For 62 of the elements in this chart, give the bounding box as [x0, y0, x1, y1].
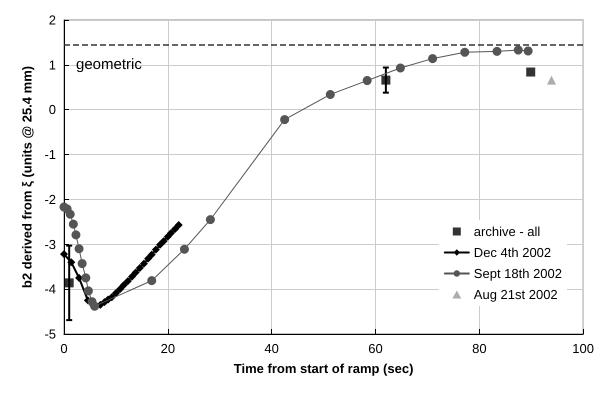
- y-tick-label: -4: [44, 282, 56, 297]
- point: [64, 278, 74, 288]
- point: [546, 76, 556, 85]
- point: [60, 250, 68, 258]
- point: [174, 220, 183, 229]
- point: [136, 264, 144, 272]
- point: [67, 258, 76, 266]
- point: [526, 68, 536, 77]
- point: [514, 46, 523, 55]
- ref-line-label: geometric: [76, 56, 142, 74]
- point: [171, 225, 180, 234]
- point: [144, 254, 152, 263]
- point: [524, 46, 533, 56]
- point: [180, 244, 189, 254]
- legend-label: Dec 4th 2002: [474, 245, 552, 260]
- y-tick-label: -1: [44, 147, 56, 162]
- point: [116, 285, 124, 294]
- point: [68, 220, 78, 229]
- point: [84, 286, 93, 296]
- point: [160, 237, 168, 246]
- x-tick-label: 60: [368, 341, 383, 356]
- y-tick-label: -3: [44, 236, 56, 252]
- point: [396, 64, 405, 72]
- point: [71, 230, 80, 240]
- x-tick-label: 40: [264, 341, 279, 356]
- point: [362, 76, 372, 86]
- y-tick-label: -2: [44, 192, 56, 207]
- point: [156, 240, 164, 249]
- point: [148, 250, 156, 259]
- point: [492, 46, 502, 56]
- y-tick-label: 1: [48, 57, 56, 72]
- point: [381, 76, 390, 85]
- point: [112, 289, 120, 298]
- point: [78, 259, 87, 268]
- x-axis-title: Time from start of ramp (sec): [234, 361, 414, 376]
- legend-label: Sept 18th 2002: [474, 266, 562, 281]
- point: [166, 229, 175, 238]
- point: [460, 48, 470, 57]
- y-tick-label: 2: [48, 12, 56, 28]
- point: [132, 268, 140, 277]
- point: [74, 244, 84, 254]
- legend-label: archive - all: [474, 224, 540, 239]
- x-tick-label: 80: [472, 341, 487, 356]
- point: [124, 277, 132, 286]
- y-tick-label: 0: [48, 102, 56, 118]
- point: [81, 273, 90, 282]
- point: [128, 272, 136, 281]
- point: [120, 281, 128, 290]
- y-axis-title: b2 derived from ξ (units @ 25.4 mm): [20, 66, 35, 288]
- x-tick-label: 0: [60, 341, 68, 356]
- point: [326, 90, 335, 99]
- point: [206, 215, 215, 224]
- legend-label: Aug 21st 2002: [474, 287, 558, 302]
- x-tick-label: 100: [572, 341, 594, 356]
- point: [428, 54, 438, 64]
- y-tick-label: -5: [44, 326, 56, 342]
- point: [147, 276, 156, 286]
- x-tick-label: 20: [160, 341, 176, 356]
- point: [152, 246, 160, 254]
- point: [280, 115, 290, 124]
- point: [66, 210, 75, 219]
- point: [140, 260, 148, 268]
